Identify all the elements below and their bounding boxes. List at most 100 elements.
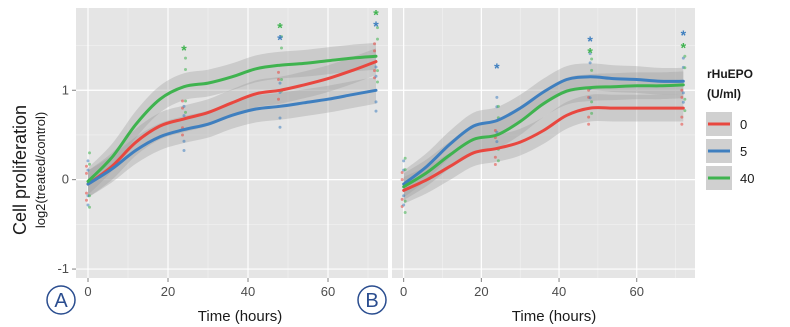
data-point (280, 78, 283, 82)
data-point (493, 155, 497, 159)
data-point (278, 125, 282, 129)
data-point (587, 122, 591, 126)
data-point (495, 140, 499, 144)
series-line (86, 88, 378, 186)
data-point (85, 164, 88, 168)
data-point (683, 97, 687, 101)
significance-star: * (181, 42, 187, 58)
data-point (680, 88, 684, 92)
data-point (88, 194, 91, 198)
series-line (86, 60, 378, 186)
data-point (495, 95, 499, 99)
data-point (277, 70, 280, 74)
significance-star: * (587, 45, 593, 61)
data-point (373, 49, 376, 53)
significance-star: * (373, 18, 379, 34)
data-point (278, 116, 282, 120)
data-point (88, 205, 91, 209)
data-point (402, 194, 406, 198)
significance-star: * (277, 20, 283, 36)
data-point (683, 66, 687, 70)
data-point (590, 68, 594, 72)
data-point (376, 69, 379, 73)
data-point (400, 197, 404, 201)
legend-label: 0 (740, 117, 747, 132)
panel-label-a: A (46, 285, 76, 315)
legend-label: 40 (740, 171, 754, 186)
data-point (403, 168, 407, 172)
panel-label-b-circle (357, 285, 387, 315)
y-tick-label: 0 (62, 172, 69, 187)
data-point (373, 69, 376, 73)
data-point (495, 130, 499, 134)
data-point (590, 100, 594, 104)
data-point (182, 149, 186, 153)
data-point (493, 162, 497, 166)
x-tick-label: 40 (241, 284, 255, 299)
data-point (588, 52, 592, 56)
panel-label-a-circle (46, 285, 76, 315)
data-point (182, 139, 186, 143)
data-point (588, 96, 592, 100)
significance-star: * (494, 60, 500, 76)
y-axis-label: Cell proliferation (10, 105, 30, 235)
data-point (400, 171, 404, 175)
data-point (680, 95, 684, 99)
data-point (402, 203, 406, 207)
panel-label-a-text: A (54, 290, 68, 312)
data-point (376, 37, 379, 41)
data-point (403, 199, 407, 203)
data-point (88, 162, 91, 166)
data-point (277, 78, 280, 82)
data-point (403, 211, 407, 215)
data-point (680, 122, 684, 126)
x-tick-label: 60 (321, 284, 335, 299)
data-point (278, 81, 282, 85)
data-point (86, 168, 90, 172)
data-point (184, 110, 187, 114)
data-point (85, 171, 88, 175)
series-line (402, 83, 685, 189)
data-point (681, 91, 685, 95)
data-point (587, 115, 591, 119)
confidence-band (88, 76, 376, 198)
x-axis-label-b: Time (hours) (512, 308, 596, 325)
x-tick-label: 20 (161, 284, 175, 299)
panel-label-b-text: B (365, 290, 378, 312)
data-point (680, 115, 684, 119)
data-point (184, 68, 187, 72)
data-point (88, 151, 91, 155)
data-point (376, 80, 379, 84)
y-axis-sublabel: log2(treated/control) (33, 112, 48, 228)
data-point (590, 111, 594, 115)
series-line (402, 106, 685, 192)
x-axis-label-a: Time (hours) (198, 308, 282, 325)
legend-label: 5 (740, 144, 747, 159)
panel-b: 0 20 40 60***** (392, 8, 695, 299)
data-point (85, 198, 88, 202)
data-point (184, 56, 187, 60)
panel-label-b: B (357, 285, 387, 315)
x-tick-label: 40 (552, 284, 566, 299)
data-point (683, 54, 687, 58)
significance-star: * (587, 33, 593, 49)
x-tick-label: 20 (474, 284, 488, 299)
data-point (182, 104, 186, 108)
data-point (402, 159, 406, 163)
y-tick-label: -1 (57, 261, 69, 276)
data-point (374, 109, 378, 113)
data-point (280, 35, 283, 39)
confidence-band (403, 63, 684, 198)
data-point (400, 178, 404, 182)
data-point (184, 99, 187, 103)
series-line (402, 75, 685, 186)
significance-star: * (681, 27, 687, 43)
data-point (85, 191, 88, 195)
data-point (590, 57, 594, 61)
legend-title: rHuEPO (707, 67, 753, 81)
data-point (683, 109, 687, 113)
data-point (376, 26, 379, 30)
x-tick-label: 60 (629, 284, 643, 299)
data-point (374, 74, 378, 78)
